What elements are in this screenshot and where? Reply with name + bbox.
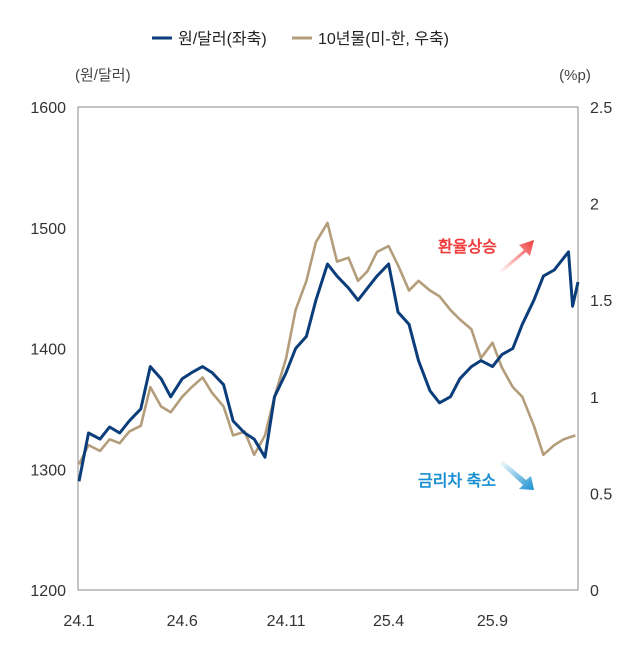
right-tick-label: 2.5 <box>590 100 612 117</box>
right-tick-label: 0.5 <box>590 486 612 503</box>
right-tick-label: 0 <box>590 583 599 600</box>
x-tick-label: 24.11 <box>267 613 306 630</box>
series-line-krw-usd <box>77 250 580 482</box>
right-tick-label: 1.5 <box>590 293 612 310</box>
annotation-spread-down: 금리차 축소 <box>418 460 534 490</box>
right-tick-label: 2 <box>590 197 599 214</box>
left-tick-label: 1600 <box>30 100 66 117</box>
left-tick-label: 1500 <box>30 221 66 238</box>
legend-label-krw: 원/달러(좌축) <box>178 30 267 48</box>
x-tick-label: 25.4 <box>373 613 404 630</box>
right-tick-label: 1 <box>590 390 599 407</box>
annotation-rate-up-label: 환율상승 <box>438 238 497 256</box>
left-tick-label: 1400 <box>30 342 66 359</box>
x-tick-label: 24.6 <box>167 613 198 630</box>
annotation-spread-down-label: 금리차 축소 <box>418 472 496 490</box>
plot-frame <box>77 106 579 591</box>
right-axis-unit: (%p) <box>559 67 591 84</box>
arrow-up-icon <box>500 240 534 273</box>
series-line-yield-spread <box>77 221 576 465</box>
left-tick-label: 1200 <box>30 583 66 600</box>
x-tick-label: 25.9 <box>477 613 508 630</box>
x-tick-label: 24.1 <box>63 613 94 630</box>
legend: 원/달러(좌축) 10년물(미-한, 우축) <box>152 30 449 48</box>
legend-label-spread: 10년물(미-한, 우축) <box>318 30 449 48</box>
arrow-down-icon <box>500 460 534 490</box>
left-axis-unit: (원/달러) <box>75 67 131 84</box>
annotation-rate-up: 환율상승 <box>438 238 534 273</box>
left-tick-label: 1300 <box>30 462 66 479</box>
